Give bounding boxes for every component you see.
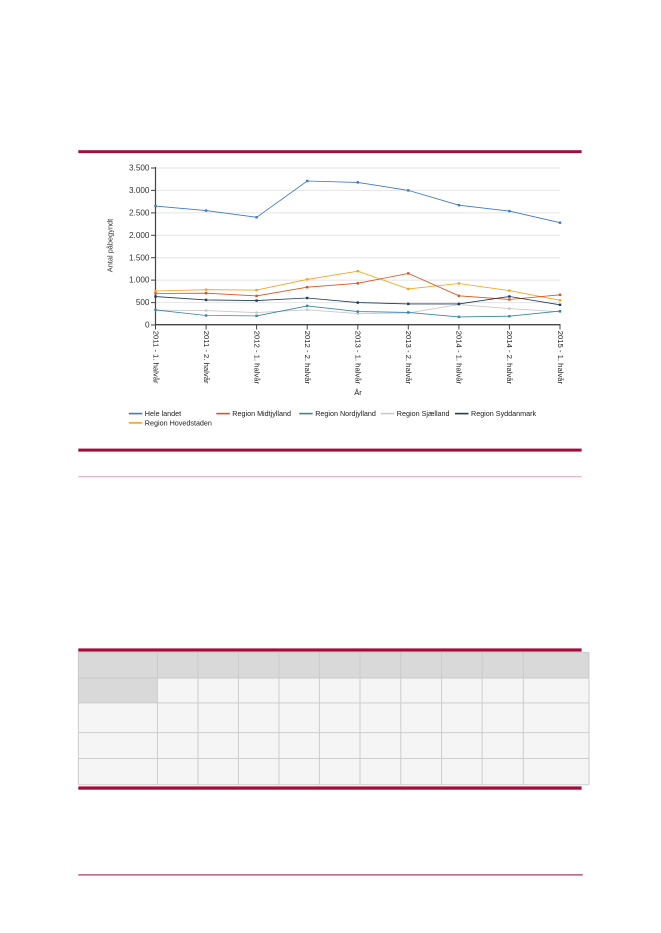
svg-text:Hele landet: Hele landet — [145, 409, 181, 418]
svg-text:2013 - 2. halvår: 2013 - 2. halvår — [404, 331, 413, 385]
svg-text:500: 500 — [136, 298, 150, 307]
svg-text:Antal påbegyndt: Antal påbegyndt — [106, 219, 115, 272]
svg-text:Region Sjælland: Region Sjælland — [397, 409, 450, 418]
svg-text:Region Hovedstaden: Region Hovedstaden — [145, 418, 212, 427]
svg-text:1.500: 1.500 — [129, 253, 150, 262]
svg-text:2014 - 2. halvår: 2014 - 2. halvår — [505, 331, 514, 385]
svg-text:3.500: 3.500 — [129, 164, 150, 173]
svg-text:2014 - 1. halvår: 2014 - 1. halvår — [455, 331, 464, 385]
svg-text:2013 - 1. halvår: 2013 - 1. halvår — [354, 331, 363, 385]
svg-text:2.500: 2.500 — [129, 209, 150, 218]
svg-text:Region Syddanmark: Region Syddanmark — [471, 409, 537, 418]
svg-text:2.000: 2.000 — [129, 231, 150, 240]
svg-text:3.000: 3.000 — [129, 186, 150, 195]
svg-text:2012 - 2. halvår: 2012 - 2. halvår — [303, 331, 312, 385]
svg-text:0: 0 — [145, 321, 150, 330]
svg-text:Region Nordjylland: Region Nordjylland — [315, 409, 376, 418]
svg-text:1.000: 1.000 — [129, 276, 150, 285]
svg-text:Region Midtjylland: Region Midtjylland — [232, 409, 291, 418]
svg-text:2011 - 1. halvår: 2011 - 1. halvår — [151, 331, 160, 384]
svg-text:2012 - 1. halvår: 2012 - 1. halvår — [252, 331, 261, 385]
svg-text:År: År — [354, 388, 362, 397]
svg-text:2015 - 1. halvår: 2015 - 1. halvår — [556, 331, 565, 385]
svg-text:2011 - 2. halvår: 2011 - 2. halvår — [202, 331, 211, 384]
